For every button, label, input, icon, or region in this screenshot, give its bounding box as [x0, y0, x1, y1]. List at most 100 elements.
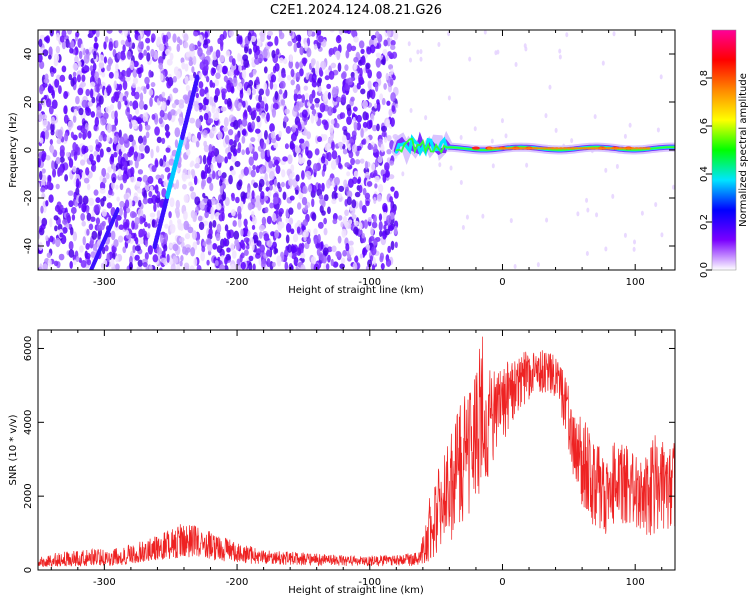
spectrogram-noise-cell	[331, 198, 337, 205]
spectrogram-hot-cell	[582, 147, 587, 150]
spectrogram-noise-cell	[371, 246, 377, 256]
spectrogram-noise-cell	[69, 226, 74, 236]
spectrogram-noise-cell	[305, 170, 312, 178]
spectrogram-noise-cell	[94, 116, 99, 127]
spectrogram-noise-cell	[101, 208, 107, 217]
spectrogram-noise-cell	[381, 131, 387, 138]
spectrogram-noise-cell	[362, 187, 367, 196]
spectrogram-noise-cell	[80, 212, 86, 221]
spectrogram-noise-cell	[214, 259, 219, 267]
spectrogram-faint-cell	[483, 30, 487, 35]
spectrogram-noise-cell	[82, 195, 89, 205]
spectrogram-faint-cell	[632, 246, 636, 252]
spectrogram-noise-cell	[139, 215, 144, 225]
spectrogram-noise-cell	[161, 137, 166, 145]
spectrogram-noise-cell	[178, 39, 183, 46]
spectrogram-noise-cell	[252, 216, 257, 225]
spectrogram-noise-cell	[180, 255, 184, 262]
spectrogram-noise-cell	[289, 143, 296, 150]
spectrogram-noise-cell	[136, 188, 143, 194]
spectrogram-noise-cell	[302, 219, 309, 227]
spectrogram-noise-cell	[132, 100, 139, 111]
spectrogram-noise-cell	[58, 253, 65, 261]
snr-line	[38, 336, 675, 567]
spectrogram-faint-cell	[660, 232, 664, 238]
spectrogram-noise-cell	[373, 37, 378, 47]
spectrogram-noise-cell	[96, 224, 102, 231]
spectrogram-noise-cell	[298, 191, 304, 200]
spectrogram-noise-cell	[325, 263, 330, 270]
spectrogram-noise-cell	[185, 84, 190, 92]
spectrogram-noise-cell	[237, 205, 242, 215]
spectrogram-noise-cell	[177, 218, 182, 225]
spectrogram-noise-cell	[274, 90, 279, 101]
spectrogram-noise-cell	[323, 120, 329, 131]
spectrogram-noise-cell	[264, 195, 269, 201]
spectrogram-noise-cell	[238, 64, 242, 72]
spectrogram-noise-cell	[390, 40, 396, 46]
spectrogram-noise-cell	[374, 175, 380, 183]
spectrogram-noise-cell	[156, 136, 162, 144]
spectrogram-faint-cell	[654, 202, 658, 208]
spectrogram-noise-cell	[91, 30, 97, 35]
spectrogram-noise-cell	[115, 255, 119, 263]
spectrogram-peak-cell	[471, 146, 480, 150]
spectrogram-noise-cell	[390, 117, 395, 127]
spectrogram-noise-cell	[70, 206, 77, 215]
spectrogram-noise-cell	[266, 215, 273, 225]
spectrogram-noise-cell	[189, 162, 194, 168]
spectrogram-noise-cell	[138, 99, 145, 110]
spectrogram-noise-cell	[49, 138, 54, 145]
spectrogram-noise-cell	[224, 256, 228, 266]
spectrogram-noise-cell	[106, 202, 113, 209]
spectrogram-noise-cell	[136, 86, 142, 94]
y-tick-label: -20	[23, 190, 34, 206]
spectrogram-noise-cell	[227, 152, 232, 160]
spectrogram-noise-cell	[211, 82, 216, 89]
spectrogram-noise-cell	[61, 40, 66, 50]
spectrogram-noise-cell	[138, 52, 143, 61]
spectrogram-noise-cell	[90, 251, 96, 258]
spectrogram-noise-cell	[76, 125, 83, 131]
spectrogram-noise-cell	[255, 76, 260, 86]
spectrogram-noise-cell	[210, 163, 214, 173]
spectrogram-noise-cell	[263, 233, 270, 242]
spectrogram-noise-cell	[238, 173, 244, 180]
spectrogram-noise-cell	[85, 167, 90, 176]
spectrogram-noise-cell	[44, 129, 49, 140]
spectrogram-noise-cell	[353, 56, 359, 63]
spectrogram-noise-cell	[319, 102, 326, 113]
spectrogram-noise-cell	[321, 210, 326, 216]
x-tick-label: 100	[626, 277, 645, 288]
spectrogram-noise-cell	[248, 72, 254, 78]
snr-series	[38, 336, 675, 567]
spectrogram-noise-cell	[390, 92, 396, 102]
spectrogram-noise-cell	[256, 115, 261, 123]
spectrogram-noise-cell	[175, 199, 181, 210]
spectrogram-noise-cell	[113, 91, 119, 102]
spectrogram-noise-cell	[346, 196, 352, 206]
spectrogram-noise-cell	[139, 92, 144, 102]
spectrogram-noise-cell	[366, 180, 373, 187]
spectrogram-hot-cell	[538, 147, 544, 150]
spectrogram-noise-cell	[313, 238, 318, 245]
spectrogram-noise-cell	[110, 110, 116, 120]
spectrogram-noise-cell	[68, 158, 74, 168]
spectrogram-noise-cell	[38, 216, 42, 226]
spectrogram-noise-cell	[176, 108, 182, 115]
spectrogram-noise-cell	[56, 138, 62, 145]
spectrogram-noise-cell	[341, 94, 347, 103]
spectrogram-noise-cell	[191, 170, 196, 180]
spectrogram-noise-cell	[206, 155, 212, 166]
spectrogram-noise-cell	[90, 111, 96, 118]
spectrogram-noise-cell	[129, 60, 135, 71]
spectrogram-noise-cell	[78, 50, 83, 60]
spectrogram-noise-cell	[329, 30, 335, 33]
spectrogram-noise-cell	[124, 100, 128, 106]
spectrogram-noise-cell	[195, 156, 201, 165]
spectrogram-noise-cell	[348, 150, 354, 159]
spectrogram-noise-cell	[195, 92, 199, 99]
spectrogram-noise-cell	[163, 154, 167, 163]
spectrogram-noise-cell	[50, 145, 55, 154]
spectrogram-noise-cell	[316, 188, 323, 197]
